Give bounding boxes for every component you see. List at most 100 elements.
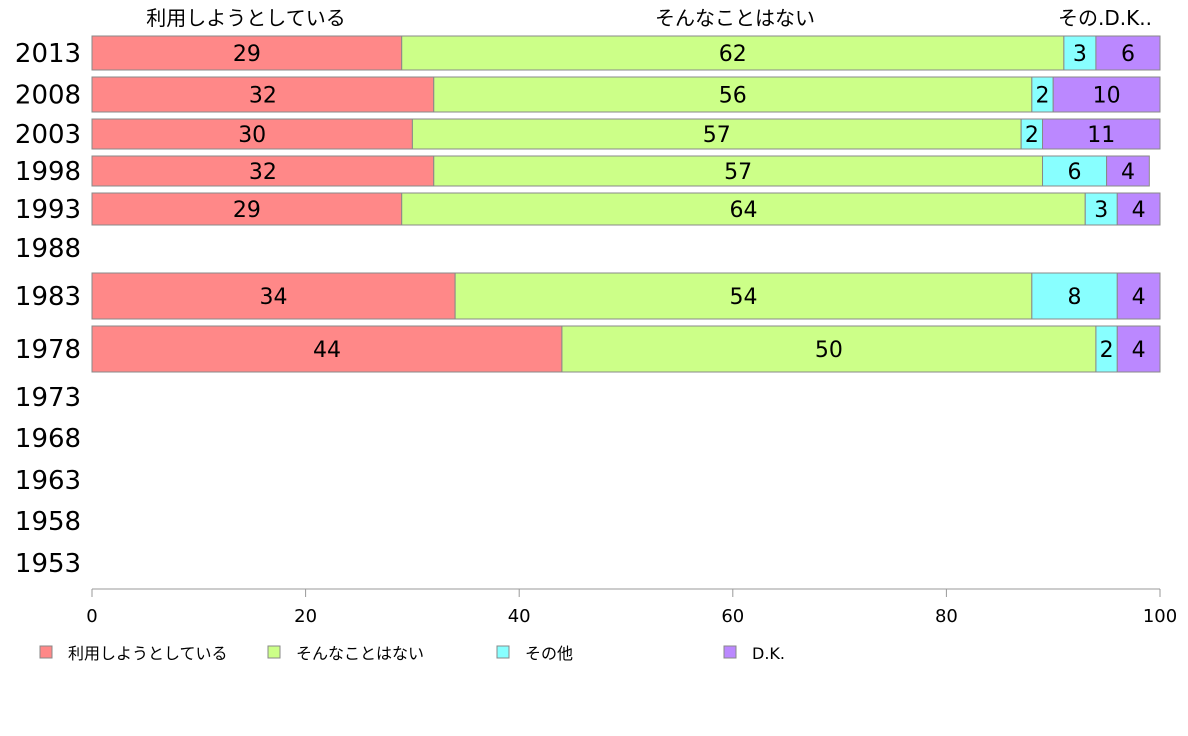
bar-value-label: 4 [1121,160,1135,185]
bar-segment [91,155,435,187]
year-label: 1993 [15,195,81,225]
legend: 利用しようとしている そんなことはない その他 D.K. [39,644,785,663]
legend-swatch [496,645,510,659]
bar-segment [401,35,1065,71]
year-label: 2008 [15,81,81,111]
row-1983: 1983 34 54 8 4 [15,272,1161,320]
bar-value-label: 64 [729,198,757,223]
column-header-labels: 利用しようとしている そんなことはない その.D.K.. [146,6,1152,30]
top-label-no: そんなことはない [655,6,815,30]
bar-segment [91,76,435,113]
row-1973: 1973 [15,383,81,413]
year-label: 1978 [15,335,81,365]
year-label: 1973 [15,383,81,413]
year-label: 2003 [15,120,81,150]
bar-value-label: 62 [719,42,747,67]
bar-segment [1052,76,1161,113]
row-2013: 2013 29 62 3 6 [15,35,1161,71]
bar-segment [91,325,563,373]
bar-value-label: 4 [1132,338,1146,363]
row-1993: 1993 29 64 3 4 [15,192,1161,226]
bar-value-label: 3 [1073,42,1087,67]
bar-segment [433,155,1044,187]
legend-swatch [267,645,281,659]
legend-swatch [39,645,53,659]
x-axis: 0 20 40 60 80 100 [86,588,1177,627]
bar-segment [91,118,413,150]
year-label: 1963 [15,466,81,496]
row-1978: 1978 44 50 2 4 [15,325,1161,373]
legend-label: そんなことはない [296,644,424,663]
top-label-other-dk: その.D.K.. [1058,6,1152,30]
bar-value-label: 6 [1068,160,1082,185]
x-tick-label: 40 [508,606,531,627]
x-tick-label: 20 [294,606,317,627]
bar-value-label: 2 [1025,123,1039,148]
row-2003: 2003 30 57 2 11 [15,118,1161,150]
bar-value-label: 57 [703,123,731,148]
x-tick-label: 0 [86,606,97,627]
bar-value-label: 10 [1093,84,1121,109]
bar-value-label: 11 [1087,123,1115,148]
bar-value-label: 50 [815,338,843,363]
year-label: 1983 [15,282,81,312]
bar-value-label: 29 [233,198,261,223]
bar-segment [1031,272,1118,320]
bar-value-label: 2 [1100,338,1114,363]
bar-segment [1084,192,1118,226]
bar-value-label: 34 [260,285,288,310]
legend-item: そんなことはない [267,644,424,663]
legend-item: 利用しようとしている [39,644,228,663]
bar-value-label: 4 [1132,198,1146,223]
bar-value-label: 2 [1036,84,1050,109]
row-2008: 2008 32 56 2 10 [15,76,1161,113]
bar-value-label: 29 [233,42,261,67]
bar-segment [1063,35,1097,71]
row-1958: 1958 [15,507,81,537]
bar-segment [1042,155,1108,187]
year-label: 1958 [15,507,81,537]
bar-value-label: 57 [724,160,752,185]
bar-segment [433,76,1033,113]
year-label: 2013 [15,39,81,69]
row-1968: 1968 [15,424,81,454]
bar-segment [1106,155,1150,187]
bar-segment [1116,192,1161,226]
bar-segment [1042,118,1161,150]
bar-value-label: 56 [719,84,747,109]
x-tick-label: 80 [935,606,958,627]
row-1953: 1953 [15,549,81,579]
bar-segment [91,35,403,71]
legend-label: D.K. [752,644,785,663]
bar-segment [411,118,1022,150]
legend-label: 利用しようとしている [68,644,228,663]
legend-swatch [723,645,737,659]
row-1988: 1988 [15,234,81,264]
bar-value-label: 4 [1132,285,1146,310]
legend-item: D.K. [723,644,785,663]
x-tick-label: 100 [1143,606,1177,627]
top-label-use: 利用しようとしている [146,6,345,30]
legend-label: その他 [525,644,573,663]
bar-segment [561,325,1097,373]
bar-value-label: 6 [1121,42,1135,67]
row-1963: 1963 [15,466,81,496]
year-label: 1988 [15,234,81,264]
year-label: 1953 [15,549,81,579]
bar-value-label: 44 [313,338,341,363]
bar-value-label: 30 [238,123,266,148]
bar-value-label: 54 [729,285,757,310]
bar-segment [1095,35,1161,71]
bar-value-label: 32 [249,160,277,185]
bar-segment [1116,272,1161,320]
bar-value-label: 3 [1094,198,1108,223]
row-1998: 1998 32 57 6 4 [15,155,1150,187]
bar-value-label: 32 [249,84,277,109]
year-label: 1968 [15,424,81,454]
bar-value-label: 8 [1068,285,1082,310]
legend-item: その他 [496,644,573,663]
year-label: 1998 [15,157,81,187]
bar-segment [1116,325,1161,373]
